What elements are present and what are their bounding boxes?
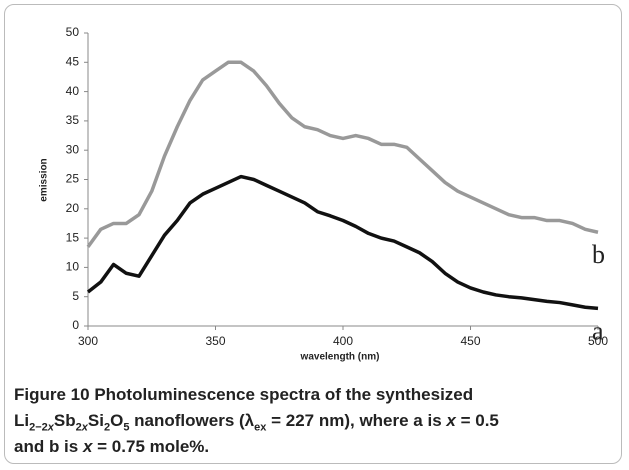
- caption-italic: x: [47, 421, 54, 434]
- caption-label: Figure 10: [14, 385, 90, 404]
- caption-text: = 227 nm), where a is: [266, 411, 447, 430]
- caption-text: nanoflowers (λ: [129, 411, 255, 430]
- y-tick-label: 5: [72, 289, 79, 303]
- caption-sub: 5: [123, 421, 130, 434]
- x-tick-label: 400: [333, 334, 353, 348]
- chart: wavelength (nm) emission 0 5 10 15 20 25 30 35 4…: [39, 25, 609, 363]
- series-line: [86, 174, 599, 311]
- caption: Figure 10 Photoluminescence spectra of t…: [14, 382, 614, 460]
- caption-italic: x: [82, 437, 93, 456]
- caption-text: O: [110, 411, 124, 430]
- caption-text: and b is: [14, 437, 83, 456]
- y-tick-label: 0: [72, 318, 79, 332]
- caption-text: 2−2: [29, 421, 48, 434]
- y-tick-label: 40: [66, 84, 80, 98]
- caption-text: Li: [14, 411, 30, 430]
- x-tick-label: 450: [460, 334, 480, 348]
- caption-italic: x: [81, 421, 88, 434]
- y-tick-label: 15: [66, 230, 80, 244]
- y-tick-label: 20: [66, 201, 80, 215]
- series-line: [86, 60, 599, 248]
- caption-text: Si: [87, 411, 104, 430]
- x-tick-label: 350: [205, 334, 225, 348]
- y-tick-label: 50: [66, 25, 80, 39]
- x-tick-label: 300: [78, 334, 98, 348]
- caption-text: = 0.75 mole%.: [92, 437, 210, 456]
- x-axis-label: wavelength (nm): [300, 352, 380, 363]
- caption-text: 2: [75, 421, 82, 434]
- caption-sub: 2−2x: [29, 421, 54, 433]
- caption-text: Photoluminescence spectra of the synthes…: [89, 385, 474, 404]
- y-tick-label: 30: [66, 142, 80, 156]
- caption-text: Sb: [53, 411, 76, 430]
- caption-sub: 2x: [76, 421, 88, 433]
- series-label: b: [592, 240, 605, 269]
- x-tick-label: 500: [588, 334, 608, 348]
- caption-sub: 2: [103, 421, 111, 434]
- y-tick-label: 35: [66, 113, 80, 127]
- caption-text: = 0.5: [455, 411, 499, 430]
- figure-frame: [4, 4, 622, 464]
- caption-italic: x: [446, 411, 456, 430]
- series-label: a: [592, 316, 604, 345]
- y-tick-label: 10: [66, 260, 80, 274]
- y-tick-label: 25: [66, 172, 80, 186]
- caption-sub: ex: [254, 421, 267, 434]
- y-tick-label: 45: [66, 54, 80, 68]
- y-axis-label: emission: [39, 158, 50, 201]
